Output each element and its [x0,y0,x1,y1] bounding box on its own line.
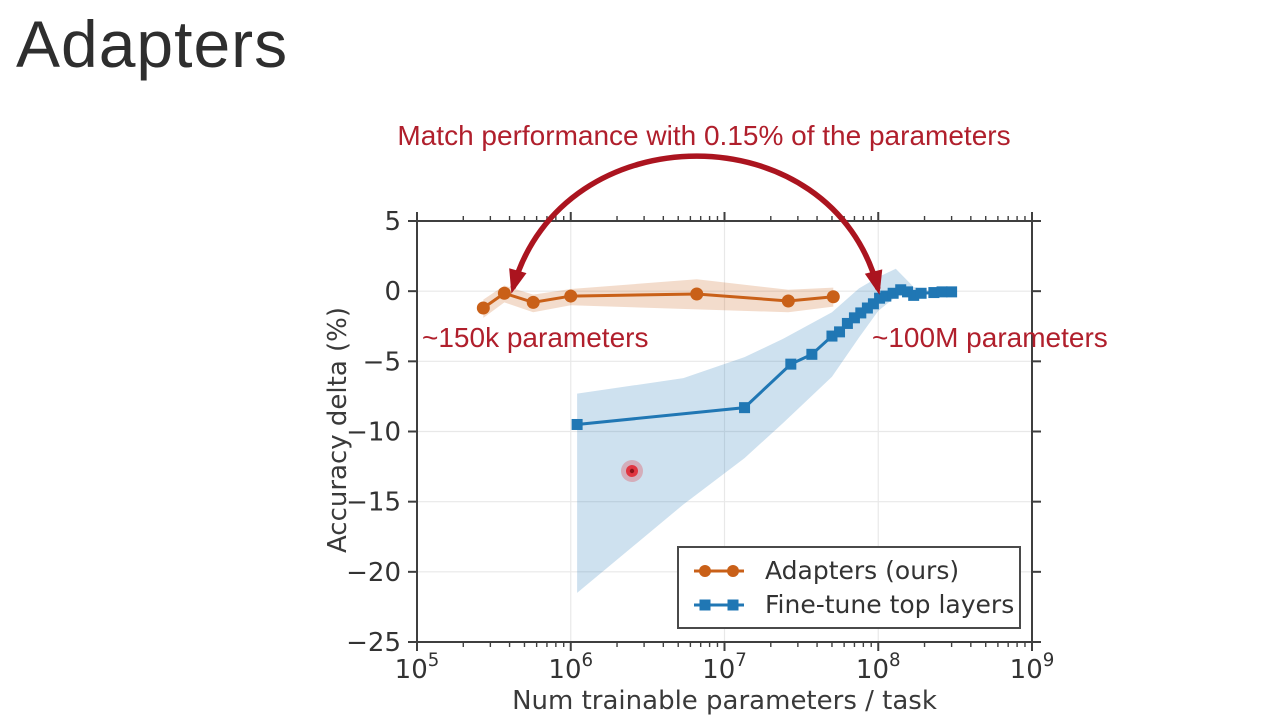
y-tick-label: −25 [346,628,401,658]
finetune-data-point [902,286,914,298]
adapters-data-point [690,287,704,301]
adapters-data-point [497,286,511,300]
finetune-line-swatch [694,599,744,610]
x-tick-label: 108 [856,650,901,685]
finetune-data-point [874,292,886,304]
x-tick-label: 107 [702,650,747,685]
adapters-data-point [476,301,490,315]
laser-pointer-dot [621,460,643,482]
finetune-data-point [826,330,838,342]
finetune-data-point [848,312,860,324]
y-tick-label: 0 [384,277,401,307]
finetune-series [571,284,958,430]
finetune-data-point [915,287,927,299]
x-tick-label: 105 [395,650,440,685]
y-tick-label: 5 [384,207,401,237]
finetune-data-point [936,286,948,298]
finetune-data-point [571,418,583,430]
finetune-data-point [908,289,920,301]
page-title: Adapters [16,7,289,81]
finetune-data-point [861,302,873,314]
y-tick-label: −5 [363,347,401,377]
annotation-match-performance: Match performance with 0.15% of the para… [397,120,1011,151]
y-tick-label: −20 [346,558,401,588]
performance-match-arrow [509,153,883,295]
y-tick-label: −10 [346,418,401,448]
legend-label-adapters: Adapters (ours) [765,556,960,585]
y-axis-title: Accuracy delta (%) [323,306,353,554]
finetune-data-point [785,358,797,370]
chart-legend: Adapters (ours) Fine-tune top layers [677,546,1021,629]
adapters-line-swatch [694,564,744,577]
finetune-data-point [887,287,899,299]
axis-ticks [408,212,1041,651]
legend-label-finetune: Fine-tune top layers [765,590,1015,619]
finetune-data-point [895,284,907,296]
x-axis-title: Num trainable parameters / task [512,686,937,716]
finetune-data-point [855,307,867,319]
adapters-data-point [526,295,540,309]
annotation-100m-parameters: ~100M parameters [872,322,1108,353]
finetune-data-point [806,348,818,360]
finetune-data-point [946,286,958,298]
finetune-data-point [928,287,940,299]
finetune-data-point [867,298,879,310]
legend-item-adapters: Adapters (ours) [691,556,1007,585]
adapters-data-point [564,289,578,303]
finetune-data-point [841,317,853,329]
legend-item-finetune: Fine-tune top layers [691,590,1014,619]
x-tick-label: 106 [548,650,593,685]
x-tick-label: 109 [1010,650,1055,685]
finetune-data-point [880,290,892,302]
annotation-150k-parameters: ~150k parameters [422,322,649,353]
finetune-data-point [834,326,846,338]
finetune-confidence-band [577,268,931,593]
finetune-data-point [739,402,751,414]
adapters-data-point [781,294,795,308]
adapters-data-point [826,290,840,304]
y-tick-label: −15 [346,488,401,518]
